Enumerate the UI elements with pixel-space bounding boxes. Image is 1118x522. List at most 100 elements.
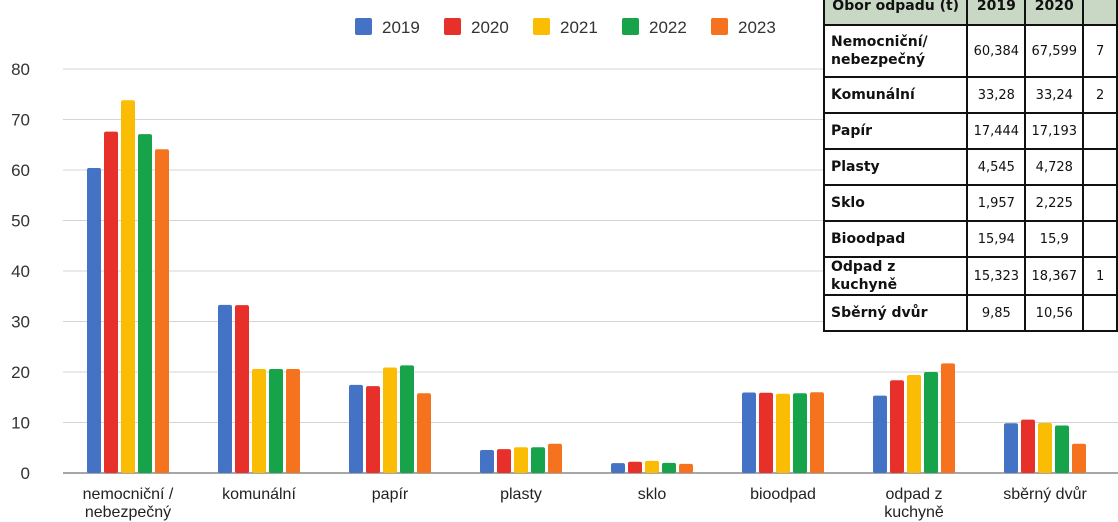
legend-swatch (355, 18, 372, 35)
bar (759, 392, 773, 473)
table-cell-2019: 4,545 (966, 148, 1027, 186)
legend-item: 2019 (355, 18, 420, 37)
table-cell-next (1082, 220, 1118, 258)
table-cell-next (1082, 184, 1118, 222)
table-cell-next: 7 (1082, 24, 1118, 78)
bar (286, 368, 300, 473)
table-cell-2020: 17,193 (1024, 112, 1085, 150)
bar (252, 368, 266, 473)
table-cell-name: Papír (822, 112, 969, 150)
table-cell-next (1082, 148, 1118, 186)
bar (138, 134, 152, 473)
bar (121, 100, 135, 473)
table-header-next (1082, 0, 1118, 26)
table-cell-2020: 67,599 (1024, 24, 1085, 78)
table-row: Sběrný dvůr 9,85 10,56 (822, 294, 1118, 332)
table-cell-2020: 2,225 (1024, 184, 1085, 222)
table-cell-name: Sběrný dvůr (822, 294, 969, 332)
x-tick-label: odpad z kuchyně (884, 486, 944, 521)
table-row: Odpad z kuchyně 15,323 18,367 1 (822, 256, 1118, 296)
table-cell-name: Odpad z kuchyně (822, 256, 969, 296)
bar (924, 372, 938, 473)
legend-swatch (622, 18, 639, 35)
bar (776, 393, 790, 473)
x-tick-label: papír (372, 486, 409, 503)
bar (531, 447, 545, 473)
table-row: Nemocniční/ nebezpečný 60,384 67,599 7 (822, 24, 1118, 78)
x-tick-label: sklo (638, 486, 667, 503)
bar (269, 368, 283, 473)
bar (548, 443, 562, 473)
table-cell-2020: 18,367 (1024, 256, 1085, 296)
bar (810, 392, 824, 473)
legend-item: 2022 (622, 18, 687, 37)
bar (235, 305, 249, 473)
legend-label: 2023 (738, 18, 776, 37)
bar (1038, 423, 1052, 473)
y-tick-label: 10 (11, 414, 30, 433)
y-tick-label: 30 (11, 313, 30, 332)
x-tick-label: plasty (500, 486, 542, 503)
bar (366, 386, 380, 473)
table-cell-2020: 4,728 (1024, 148, 1085, 186)
bar (514, 447, 528, 473)
x-tick-label: sběrný dvůr (1003, 485, 1087, 503)
legend-item: 2021 (533, 18, 598, 37)
table-header-2020: 2020 (1024, 0, 1085, 26)
legend-item: 2020 (444, 18, 509, 37)
bar (383, 367, 397, 473)
table-header-row: Obor odpadu (t) 2019 2020 (822, 0, 1118, 26)
bar (218, 304, 232, 473)
bar (742, 392, 756, 473)
x-tick-label: komunální (222, 486, 296, 503)
bar (890, 380, 904, 473)
y-tick-label: 40 (11, 262, 30, 281)
bar (941, 363, 955, 473)
legend-label: 2021 (560, 18, 598, 37)
x-tick-label: bioodpad (750, 486, 816, 503)
y-tick-label: 20 (11, 363, 30, 382)
legend-label: 2019 (382, 18, 420, 37)
bar (645, 460, 659, 473)
bar (1055, 425, 1069, 473)
bar (1072, 443, 1086, 473)
table-cell-next: 2 (1082, 76, 1118, 114)
bar (87, 168, 101, 474)
bar (480, 450, 494, 473)
y-tick-label: 50 (11, 212, 30, 231)
waste-table: Obor odpadu (t) 2019 2020 Nemocniční/ ne… (822, 0, 1118, 332)
table-cell-2019: 1,957 (966, 184, 1027, 222)
table-cell-2020: 33,24 (1024, 76, 1085, 114)
bar (497, 449, 511, 473)
legend-item: 2023 (711, 18, 776, 37)
bar (662, 462, 676, 473)
x-tick-label: nemocniční / nebezpečný (83, 486, 174, 521)
bar (349, 384, 363, 473)
legend-swatch (444, 18, 461, 35)
bar (104, 131, 118, 473)
table-cell-name: Bioodpad (822, 220, 969, 258)
bar (873, 395, 887, 473)
table-cell-name: Nemocniční/ nebezpečný (822, 24, 969, 78)
table-row: Komunální 33,28 33,24 2 (822, 76, 1118, 114)
table-cell-next (1082, 294, 1118, 332)
y-axis-ticks: 0 10 20 30 40 50 60 70 80 (11, 60, 30, 483)
y-tick-label: 60 (11, 161, 30, 180)
legend-swatch (533, 18, 550, 35)
bars (87, 100, 1086, 474)
table-cell-2019: 15,94 (966, 220, 1027, 258)
bar (793, 393, 807, 473)
y-tick-label: 70 (11, 111, 30, 130)
bar (417, 393, 431, 473)
bar (679, 463, 693, 473)
table-cell-2019: 9,85 (966, 294, 1027, 332)
bar (1004, 423, 1018, 473)
table-row: Plasty 4,545 4,728 (822, 148, 1118, 186)
bar (611, 463, 625, 473)
table-cell-2020: 15,9 (1024, 220, 1085, 258)
table-header-2019: 2019 (966, 0, 1027, 26)
table-cell-2019: 60,384 (966, 24, 1027, 78)
bar (628, 461, 642, 473)
table-cell-name: Komunální (822, 76, 969, 114)
